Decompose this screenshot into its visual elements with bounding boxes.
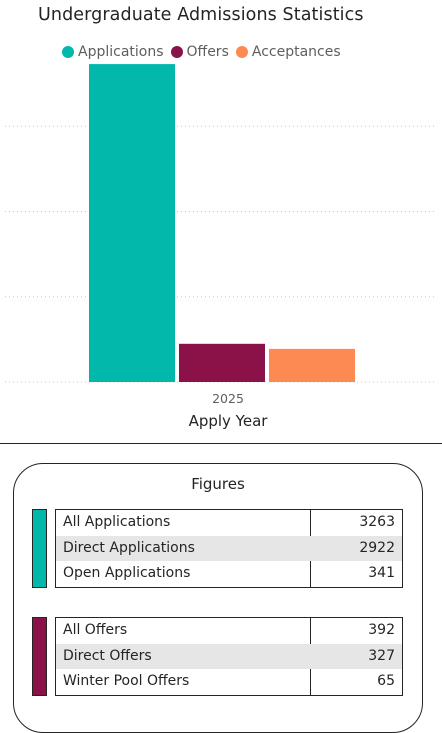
x-tick-label: 2025: [212, 391, 244, 406]
bar-chart: 2025 Apply Year: [5, 64, 437, 430]
row-value: 341: [368, 565, 395, 581]
table-row: Open Applications 341: [56, 561, 402, 587]
offers-block: All Offers 392 Direct Offers 327 Winter …: [32, 617, 403, 696]
offers-color-swatch: [32, 617, 47, 696]
table-row: Direct Applications 2922: [56, 535, 402, 561]
x-axis-title: Apply Year: [189, 412, 269, 430]
legend-marker-offers: [170, 46, 183, 58]
legend-item-applications[interactable]: Applications: [62, 44, 164, 60]
applications-block: All Applications 3263 Direct Application…: [32, 509, 403, 588]
table-row: Winter Pool Offers 65: [56, 669, 402, 695]
figures-card: Figures All Applications 3263 Direct App…: [13, 463, 423, 733]
legend-label-offers: Offers: [186, 44, 229, 60]
row-label: Winter Pool Offers: [63, 673, 190, 689]
row-value: 3263: [359, 514, 395, 530]
row-label: All Applications: [63, 514, 171, 530]
row-value: 2922: [359, 539, 395, 556]
legend-marker-applications: [62, 46, 74, 58]
row-value: 392: [368, 622, 395, 638]
applications-table: All Applications 3263 Direct Application…: [55, 509, 403, 588]
section-divider: [0, 443, 442, 444]
applications-color-swatch: [32, 509, 47, 588]
legend-marker-acceptances: [235, 46, 248, 58]
table-row: All Offers 392: [56, 618, 402, 644]
row-label: Open Applications: [63, 565, 191, 581]
legend-label-applications: Applications: [78, 44, 164, 60]
legend-item-offers[interactable]: Offers: [170, 44, 229, 60]
bar-acceptances[interactable]: [269, 348, 355, 382]
chart-title: Undergraduate Admissions Statistics: [38, 5, 364, 25]
table-row: Direct Offers 327: [56, 643, 402, 669]
legend-item-acceptances[interactable]: Acceptances: [235, 44, 341, 60]
bar-applications[interactable]: [89, 64, 175, 382]
row-value: 327: [368, 647, 395, 664]
row-label: Direct Offers: [63, 647, 152, 664]
row-label: All Offers: [63, 622, 128, 638]
table-row: All Applications 3263: [56, 510, 402, 536]
row-value: 65: [377, 673, 395, 689]
chart-legend: Applications Offers Acceptances: [62, 42, 348, 62]
bar-offers[interactable]: [179, 343, 265, 382]
offers-table: All Offers 392 Direct Offers 327 Winter …: [55, 617, 403, 696]
legend-label-acceptances: Acceptances: [251, 44, 341, 60]
row-label: Direct Applications: [63, 539, 195, 556]
figures-title: Figures: [191, 475, 245, 493]
